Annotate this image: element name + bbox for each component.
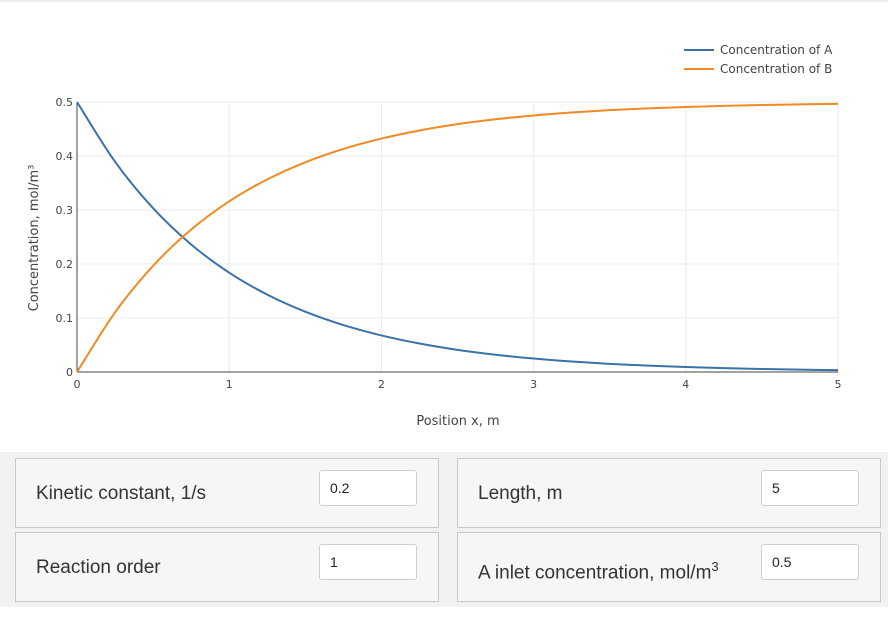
y-tick-label: 0.1 xyxy=(56,312,74,325)
length-field: Length, m xyxy=(457,458,881,528)
series-line-a xyxy=(76,101,839,372)
length-label: Length, m xyxy=(478,483,563,504)
y-tick-label: 0.4 xyxy=(56,150,74,163)
x-tick-label: 2 xyxy=(378,378,385,391)
inlet-concentration-label-exponent: 3 xyxy=(711,559,719,574)
x-tick-label: 5 xyxy=(835,378,842,391)
reaction-order-field: Reaction order xyxy=(15,532,439,602)
y-tick-label: 0.2 xyxy=(56,258,74,271)
reaction-order-label: Reaction order xyxy=(36,557,161,578)
reaction-order-input[interactable] xyxy=(319,544,417,580)
series-lines xyxy=(76,101,839,373)
inlet-concentration-field: A inlet concentration, mol/m3 xyxy=(457,532,881,602)
y-tick-label: 0 xyxy=(66,366,73,379)
concentration-chart: 0 1 2 3 4 5 0 0.1 0.2 0.3 0.4 0.5 Position x, m Con… xyxy=(27,43,842,429)
x-tick-label: 1 xyxy=(226,378,233,391)
grid-lines xyxy=(76,101,839,373)
kinetic-constant-label: Kinetic constant, 1/s xyxy=(36,483,207,504)
inlet-concentration-label-text: A inlet concentration, mol/m xyxy=(478,562,712,584)
y-axis-label: Concentration, mol/m³ xyxy=(27,165,42,312)
legend: Concentration of A Concentration of B xyxy=(684,43,833,76)
inlet-concentration-label: A inlet concentration, mol/m3 xyxy=(478,559,719,584)
length-input[interactable] xyxy=(761,470,859,506)
y-tick-label: 0.5 xyxy=(56,96,74,109)
legend-label: Concentration of A xyxy=(720,43,833,57)
legend-label: Concentration of B xyxy=(720,62,832,76)
y-tick-label: 0.3 xyxy=(56,204,74,217)
tick-labels: 0 1 2 3 4 5 0 0.1 0.2 0.3 0.4 0.5 xyxy=(56,96,842,391)
series-line-b xyxy=(76,102,839,373)
kinetic-constant-field: Kinetic constant, 1/s xyxy=(15,458,439,528)
x-tick-label: 3 xyxy=(530,378,537,391)
kinetic-constant-input[interactable] xyxy=(319,470,417,506)
x-tick-label: 4 xyxy=(682,378,689,391)
controls-panel: Kinetic constant, 1/s Length, m Reaction… xyxy=(0,452,896,619)
x-axis-label: Position x, m xyxy=(416,414,499,429)
inlet-concentration-input[interactable] xyxy=(761,544,859,580)
x-tick-label: 0 xyxy=(74,378,81,391)
top-border xyxy=(0,0,888,2)
